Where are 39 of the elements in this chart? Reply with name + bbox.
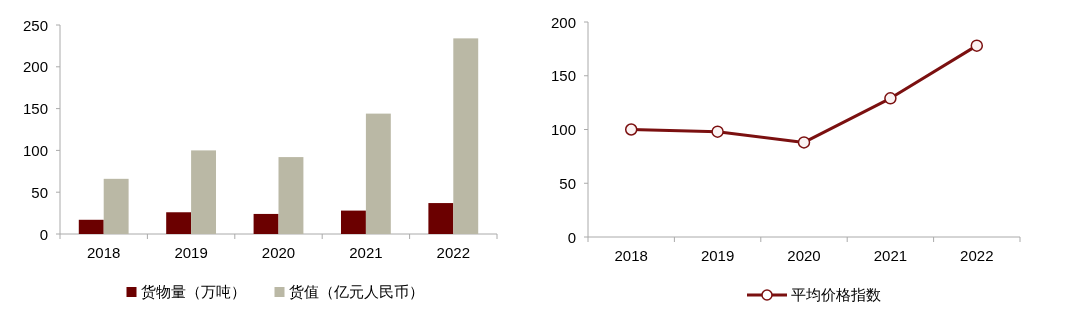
y-tick-label: 100 bbox=[550, 121, 576, 138]
legend-label: 货值（亿元人民币） bbox=[288, 283, 424, 301]
y-tick-label: 150 bbox=[22, 100, 48, 118]
x-tick-label: 2019 bbox=[700, 247, 735, 264]
y-tick-label: 50 bbox=[31, 183, 48, 201]
point bbox=[970, 39, 984, 52]
x-tick-label: 2020 bbox=[261, 244, 296, 261]
y-tick-label: 0 bbox=[567, 228, 576, 246]
x-tick-label: 2018 bbox=[614, 247, 648, 264]
point bbox=[711, 125, 724, 138]
x-tick-label: 2021 bbox=[873, 247, 908, 264]
y-tick-label: 200 bbox=[550, 13, 576, 31]
bar bbox=[78, 219, 104, 234]
bar bbox=[253, 213, 279, 234]
y-tick-label: 100 bbox=[22, 141, 48, 159]
x-tick-label: 2022 bbox=[436, 244, 470, 261]
point bbox=[624, 123, 638, 136]
x-tick-label: 2019 bbox=[174, 244, 208, 261]
x-tick-label: 2018 bbox=[87, 244, 121, 261]
y-tick-label: 250 bbox=[22, 16, 48, 34]
y-tick-label: 150 bbox=[550, 67, 576, 85]
bar bbox=[103, 178, 129, 234]
x-tick-label: 2022 bbox=[960, 247, 994, 264]
bar bbox=[365, 113, 391, 234]
legend-label: 平均价格指数 bbox=[791, 286, 881, 304]
bar bbox=[191, 150, 217, 234]
y-tick-label: 50 bbox=[559, 174, 576, 192]
legend-label: 货物量（万吨） bbox=[140, 283, 246, 301]
point bbox=[884, 92, 897, 105]
bar bbox=[428, 203, 454, 234]
point bbox=[797, 136, 811, 149]
x-tick-label: 2021 bbox=[349, 244, 383, 261]
x-tick-label: 2020 bbox=[787, 247, 821, 264]
bar bbox=[166, 212, 192, 234]
y-tick-label: 0 bbox=[39, 225, 48, 243]
bar bbox=[278, 157, 304, 234]
y-tick-label: 200 bbox=[22, 58, 48, 76]
bar bbox=[453, 38, 479, 234]
bar bbox=[340, 210, 366, 234]
